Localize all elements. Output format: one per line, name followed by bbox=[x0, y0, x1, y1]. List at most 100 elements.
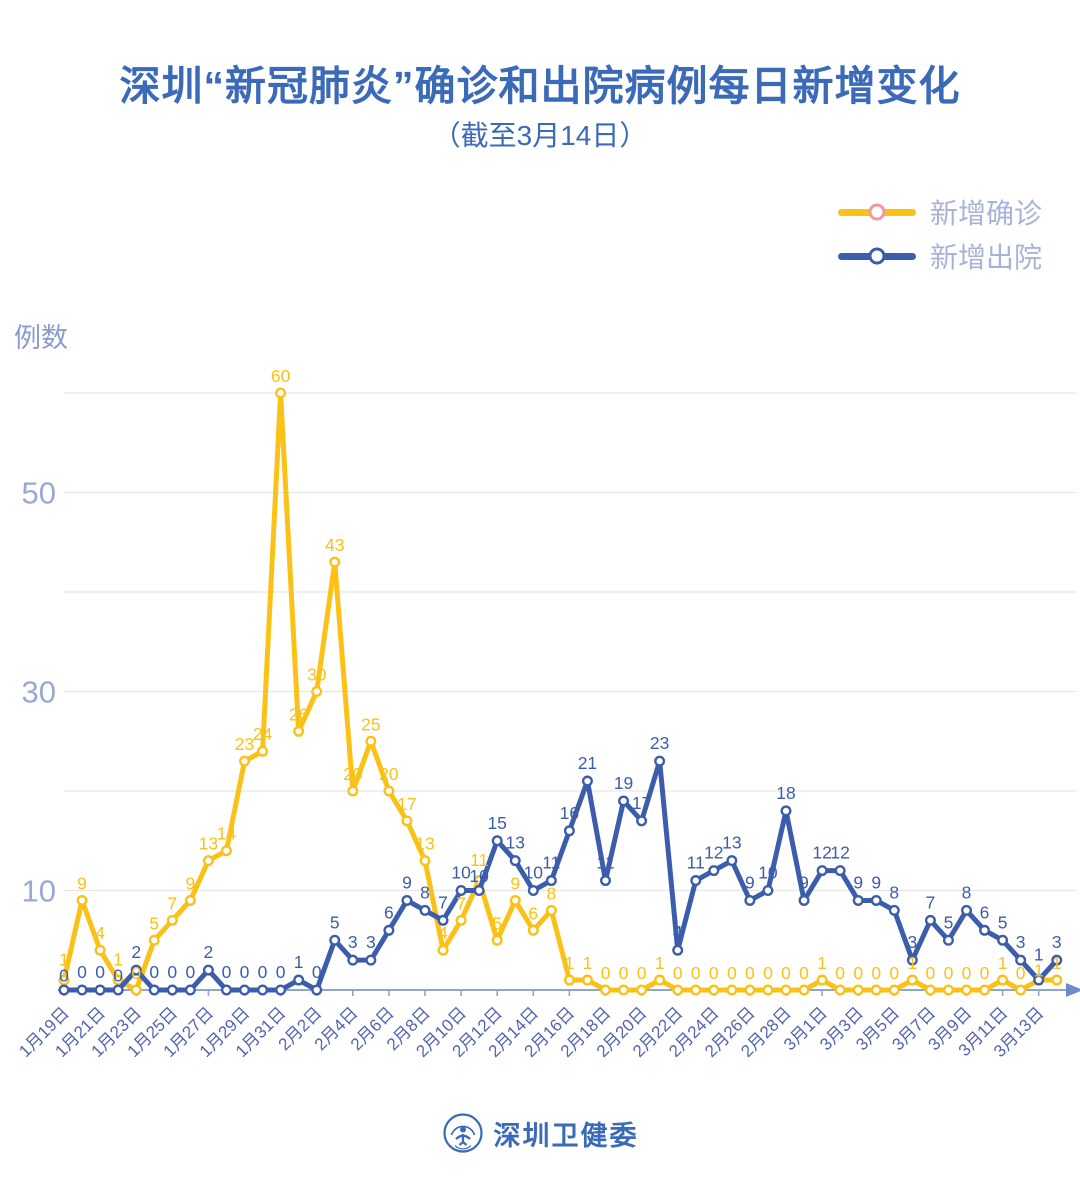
svg-text:0: 0 bbox=[312, 962, 322, 982]
svg-text:7: 7 bbox=[456, 893, 466, 913]
svg-text:0: 0 bbox=[149, 962, 159, 982]
svg-text:0: 0 bbox=[619, 963, 629, 983]
svg-text:3: 3 bbox=[1052, 932, 1062, 952]
svg-text:1: 1 bbox=[565, 953, 575, 973]
confirmed-point-labels: 1941057913142324602630432025201713471159… bbox=[59, 366, 1061, 983]
svg-text:9: 9 bbox=[853, 872, 863, 892]
svg-text:10: 10 bbox=[22, 874, 56, 909]
footer-brand-text: 深圳卫健委 bbox=[493, 1120, 639, 1151]
svg-text:43: 43 bbox=[325, 535, 344, 555]
svg-text:30: 30 bbox=[22, 675, 56, 710]
svg-text:13: 13 bbox=[415, 834, 434, 854]
svg-text:7: 7 bbox=[167, 893, 177, 913]
svg-text:3: 3 bbox=[366, 932, 376, 952]
svg-text:6: 6 bbox=[384, 902, 394, 922]
svg-text:2: 2 bbox=[204, 942, 214, 962]
page-title: 深圳“新冠肺炎”确诊和出院病例每日新增变化 bbox=[119, 63, 961, 109]
svg-text:10: 10 bbox=[524, 863, 544, 883]
legend: 新增确诊 新增出院 bbox=[837, 196, 1042, 273]
series-confirmed-line bbox=[58, 387, 1063, 996]
svg-text:0: 0 bbox=[601, 963, 611, 983]
svg-text:11: 11 bbox=[542, 853, 560, 873]
svg-text:0: 0 bbox=[745, 963, 755, 983]
y-tick-labels: 10 30 50 bbox=[22, 476, 56, 909]
svg-text:10: 10 bbox=[758, 863, 778, 883]
svg-text:4: 4 bbox=[95, 923, 105, 943]
svg-text:12: 12 bbox=[830, 843, 849, 863]
svg-text:0: 0 bbox=[185, 962, 195, 982]
svg-text:1: 1 bbox=[294, 952, 304, 972]
svg-text:4: 4 bbox=[673, 922, 683, 942]
svg-text:5: 5 bbox=[330, 912, 340, 932]
legend-label-confirmed: 新增确诊 bbox=[929, 198, 1042, 229]
svg-text:9: 9 bbox=[185, 873, 195, 893]
svg-text:11: 11 bbox=[596, 853, 614, 873]
svg-text:0: 0 bbox=[727, 963, 737, 983]
svg-text:0: 0 bbox=[637, 963, 647, 983]
svg-text:9: 9 bbox=[745, 872, 755, 892]
svg-text:1: 1 bbox=[113, 950, 123, 970]
svg-text:0: 0 bbox=[944, 963, 954, 983]
svg-text:26: 26 bbox=[289, 704, 308, 724]
svg-text:0: 0 bbox=[240, 962, 250, 982]
svg-text:0: 0 bbox=[781, 963, 791, 983]
legend-label-discharged: 新增出院 bbox=[929, 242, 1042, 273]
svg-text:12: 12 bbox=[812, 843, 831, 863]
svg-text:10: 10 bbox=[451, 863, 471, 883]
svg-text:4: 4 bbox=[438, 923, 448, 943]
legend-item-confirmed: 新增确诊 bbox=[837, 196, 1042, 229]
svg-text:0: 0 bbox=[799, 963, 809, 983]
svg-text:5: 5 bbox=[149, 913, 159, 933]
svg-text:8: 8 bbox=[546, 883, 556, 903]
y-axis-title: 例数 bbox=[14, 323, 68, 353]
svg-text:1: 1 bbox=[59, 950, 69, 970]
svg-text:9: 9 bbox=[77, 873, 87, 893]
svg-text:24: 24 bbox=[253, 724, 273, 744]
discharged-line-swatch bbox=[837, 247, 916, 265]
discharged-marker-icon bbox=[868, 247, 886, 265]
svg-text:3: 3 bbox=[1016, 932, 1026, 952]
footer-brand: 深圳卫健委 bbox=[0, 1112, 1080, 1154]
shenzhen-health-commission-logo-icon bbox=[442, 1113, 483, 1153]
svg-text:8: 8 bbox=[889, 882, 899, 902]
svg-text:0: 0 bbox=[113, 966, 123, 986]
svg-text:1: 1 bbox=[998, 953, 1008, 973]
svg-text:5: 5 bbox=[998, 912, 1008, 932]
svg-text:3: 3 bbox=[907, 932, 917, 952]
svg-text:16: 16 bbox=[560, 803, 579, 823]
svg-text:0: 0 bbox=[59, 966, 69, 986]
svg-text:0: 0 bbox=[95, 962, 105, 982]
svg-text:0: 0 bbox=[167, 962, 177, 982]
svg-text:17: 17 bbox=[397, 794, 416, 814]
svg-text:1: 1 bbox=[1052, 953, 1062, 973]
x-tick-labels: 1月19日1月21日1月23日1月25日1月27日1月29日1月31日2月2日2… bbox=[15, 1003, 1047, 1061]
svg-text:21: 21 bbox=[578, 753, 597, 773]
svg-text:0: 0 bbox=[889, 963, 899, 983]
svg-text:13: 13 bbox=[199, 834, 218, 854]
svg-text:0: 0 bbox=[926, 963, 936, 983]
svg-text:0: 0 bbox=[835, 963, 845, 983]
svg-text:10: 10 bbox=[469, 866, 489, 886]
svg-text:18: 18 bbox=[776, 783, 795, 803]
svg-text:13: 13 bbox=[506, 833, 525, 853]
svg-text:30: 30 bbox=[307, 665, 327, 685]
svg-text:9: 9 bbox=[510, 873, 520, 893]
svg-text:1: 1 bbox=[1034, 945, 1044, 965]
svg-text:0: 0 bbox=[871, 963, 881, 983]
svg-text:1: 1 bbox=[583, 953, 593, 973]
svg-text:6: 6 bbox=[528, 903, 538, 923]
svg-text:20: 20 bbox=[379, 764, 399, 784]
svg-text:8: 8 bbox=[962, 882, 972, 902]
svg-text:0: 0 bbox=[258, 962, 268, 982]
svg-text:0: 0 bbox=[1016, 963, 1026, 983]
svg-text:25: 25 bbox=[361, 714, 380, 734]
svg-text:0: 0 bbox=[763, 963, 773, 983]
svg-text:0: 0 bbox=[980, 963, 990, 983]
svg-text:6: 6 bbox=[980, 902, 990, 922]
svg-text:0: 0 bbox=[853, 963, 863, 983]
svg-text:7: 7 bbox=[926, 892, 936, 912]
svg-text:12: 12 bbox=[704, 843, 723, 863]
